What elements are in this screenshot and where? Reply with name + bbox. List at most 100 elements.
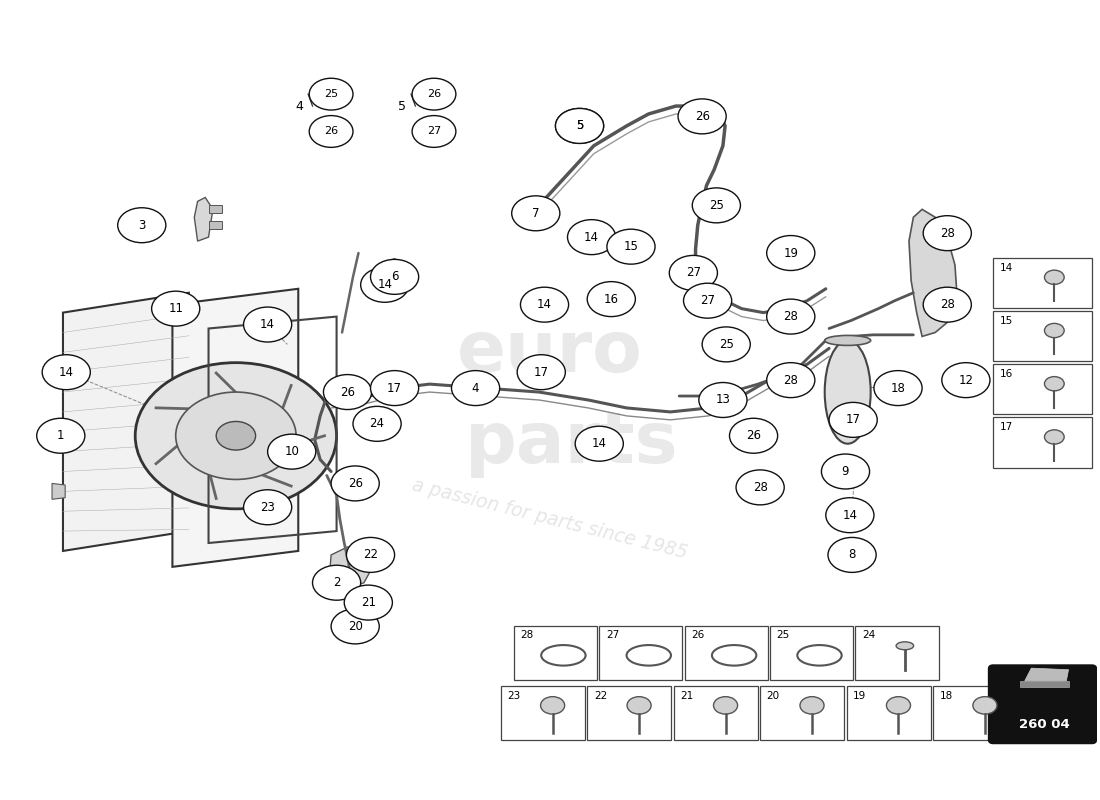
Circle shape (736, 470, 784, 505)
Text: 22: 22 (363, 549, 378, 562)
Circle shape (412, 78, 455, 110)
Circle shape (42, 354, 90, 390)
Text: 28: 28 (752, 481, 768, 494)
Text: 4: 4 (472, 382, 480, 394)
Circle shape (346, 538, 395, 572)
Ellipse shape (896, 642, 914, 650)
Circle shape (243, 307, 292, 342)
Circle shape (312, 566, 361, 600)
Bar (993, 311, 1091, 361)
Text: 26: 26 (746, 430, 761, 442)
Bar (993, 364, 1091, 414)
Text: 24: 24 (862, 630, 876, 640)
Text: 27: 27 (686, 266, 701, 279)
Circle shape (692, 188, 740, 223)
Bar (760, 686, 845, 740)
Bar (856, 626, 938, 680)
Text: 14: 14 (58, 366, 74, 378)
Text: 23: 23 (507, 690, 520, 701)
Circle shape (323, 374, 372, 410)
Text: 16: 16 (604, 293, 619, 306)
Text: 15: 15 (1000, 316, 1013, 326)
Bar (993, 418, 1091, 467)
Circle shape (828, 538, 876, 572)
Text: 26: 26 (324, 126, 338, 137)
Text: 4: 4 (296, 99, 304, 113)
Ellipse shape (825, 341, 871, 444)
Circle shape (36, 418, 85, 454)
Bar (500, 686, 585, 740)
Circle shape (587, 282, 636, 317)
Text: 5: 5 (576, 119, 583, 133)
Circle shape (243, 490, 292, 525)
Circle shape (182, 389, 289, 467)
Circle shape (371, 259, 419, 294)
Circle shape (118, 208, 166, 242)
Circle shape (1045, 270, 1064, 285)
Circle shape (575, 426, 624, 461)
Circle shape (135, 362, 337, 509)
Circle shape (344, 585, 393, 620)
Circle shape (683, 283, 732, 318)
Circle shape (874, 370, 922, 406)
Circle shape (829, 402, 877, 438)
Circle shape (520, 287, 569, 322)
Circle shape (607, 229, 656, 264)
Text: 14: 14 (1000, 262, 1013, 273)
Circle shape (309, 78, 353, 110)
Text: 28: 28 (520, 630, 534, 640)
Bar (993, 258, 1091, 308)
Circle shape (678, 99, 726, 134)
Text: 22: 22 (594, 690, 607, 701)
Circle shape (451, 370, 499, 406)
Text: 9: 9 (842, 465, 849, 478)
Text: 11: 11 (168, 302, 184, 315)
Circle shape (568, 220, 616, 254)
Text: 25: 25 (324, 89, 338, 99)
Polygon shape (909, 210, 957, 337)
Circle shape (1045, 377, 1064, 391)
Circle shape (923, 216, 971, 250)
Text: 28: 28 (939, 226, 955, 240)
Polygon shape (52, 364, 65, 380)
Text: 16: 16 (1000, 369, 1013, 379)
Bar (209, 206, 222, 214)
Ellipse shape (825, 335, 871, 346)
Text: 27: 27 (606, 630, 619, 640)
Text: 8: 8 (848, 549, 856, 562)
Bar (587, 686, 671, 740)
Polygon shape (173, 289, 298, 567)
Text: 26: 26 (340, 386, 355, 398)
Circle shape (826, 498, 875, 533)
Circle shape (331, 609, 379, 644)
Text: 20: 20 (348, 620, 363, 633)
FancyBboxPatch shape (989, 666, 1096, 743)
Bar (933, 686, 1018, 740)
Text: 21: 21 (361, 596, 376, 609)
Text: 14: 14 (592, 437, 607, 450)
Bar (600, 626, 682, 680)
Text: 23: 23 (261, 501, 275, 514)
Circle shape (412, 115, 455, 147)
Circle shape (669, 255, 717, 290)
Text: 14: 14 (584, 230, 600, 244)
Circle shape (942, 362, 990, 398)
Text: 19: 19 (783, 246, 799, 259)
Text: 26: 26 (694, 110, 710, 123)
Text: 26: 26 (427, 89, 441, 99)
Circle shape (627, 697, 651, 714)
Circle shape (540, 697, 564, 714)
Text: 5: 5 (576, 119, 583, 133)
Circle shape (353, 406, 402, 442)
Text: 2: 2 (333, 576, 340, 590)
Circle shape (822, 454, 870, 489)
Text: 20: 20 (767, 690, 780, 701)
Circle shape (767, 235, 815, 270)
Circle shape (556, 109, 604, 143)
Text: 28: 28 (783, 374, 799, 386)
Text: 19: 19 (854, 690, 867, 701)
Polygon shape (63, 293, 189, 551)
Bar (684, 626, 768, 680)
Text: 28: 28 (783, 310, 799, 323)
Text: 27: 27 (700, 294, 715, 307)
